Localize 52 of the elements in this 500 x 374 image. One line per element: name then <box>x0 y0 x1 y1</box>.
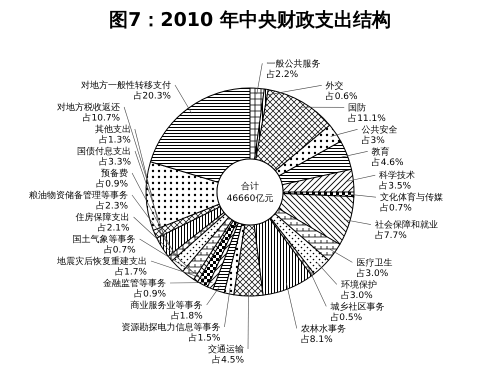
data-label: 占0.7% <box>104 244 136 256</box>
data-label: 占11.1% <box>348 112 386 124</box>
slice-label: 对地方一般性转移支付 <box>80 80 171 91</box>
data-label: 占3.5% <box>379 180 412 192</box>
slice-label: 科学技术 <box>379 170 416 182</box>
slice-label: 医疗卫生 <box>356 257 392 268</box>
data-label: 占1.7% <box>115 266 148 278</box>
slice-label: 外交 <box>326 80 344 92</box>
slice-label: 对地方税收返还 <box>57 102 120 113</box>
chart-title: 图7：2010 年中央财政支出结构 <box>109 9 391 31</box>
slice-label: 国防 <box>348 102 366 114</box>
slice-label: 环境保护 <box>340 279 377 290</box>
slice-label: 交通运输 <box>208 344 244 355</box>
data-label: 占1.3% <box>98 134 132 146</box>
data-label: 占3.0% <box>356 268 389 279</box>
data-label: 占1.8% <box>170 310 204 322</box>
data-label: 占0.9% <box>134 288 166 300</box>
slice-label: 公共安全 <box>362 124 398 136</box>
slice-label: 资源勘探电力信息等事务 <box>121 322 220 333</box>
slice-label: 金融监管等事务 <box>103 278 166 289</box>
data-label: 占7.7% <box>374 230 408 242</box>
slice-label: 预备费 <box>101 168 128 179</box>
data-label: 占2.1% <box>98 222 130 234</box>
data-label: 占8.1% <box>300 334 334 345</box>
text: 合计 46660亿元 <box>226 181 274 204</box>
slice-label: 地震灾后恢复重建支出 <box>56 256 147 267</box>
slice-label: 社会保障和就业 <box>374 220 438 231</box>
slice-label: 城乡社区事务 <box>329 301 384 312</box>
slice-label: 国债付息支出 <box>77 146 132 157</box>
slice-label: 文化体育与传媒 <box>380 192 443 204</box>
data-label: 占0.7% <box>380 202 412 214</box>
slice-label: 住房保障支出 <box>76 212 130 223</box>
data-label: 占0.6% <box>326 90 358 102</box>
slice-label: 其他支出 <box>94 124 131 135</box>
data-label: 占4.6% <box>372 156 404 168</box>
slice-label: 粮油物资储备管理等事务 <box>29 190 128 201</box>
data-label: 占3% <box>362 134 386 146</box>
data-label: 占10.7% <box>82 112 121 124</box>
slice-label: 农林水事务 <box>300 323 346 334</box>
data-label: 占0.5% <box>330 312 363 323</box>
data-label: 占2.3% <box>96 200 128 212</box>
data-label: 占20.3% <box>133 90 172 102</box>
data-label: 占0.9% <box>96 178 129 190</box>
slice-label: 一般公共服务 <box>266 58 320 70</box>
data-label: 占4.5% <box>212 354 244 366</box>
data-label: 占2.2% <box>266 68 299 80</box>
slice-label: 教育 <box>372 146 390 158</box>
slice-label: 商业服务业等事务 <box>130 300 203 311</box>
data-label: 占3.3% <box>99 156 132 168</box>
slice-label: 国土气象等事务 <box>72 234 136 245</box>
data-label: 占3.0% <box>340 290 374 301</box>
data-label: 占1.5% <box>188 332 221 344</box>
